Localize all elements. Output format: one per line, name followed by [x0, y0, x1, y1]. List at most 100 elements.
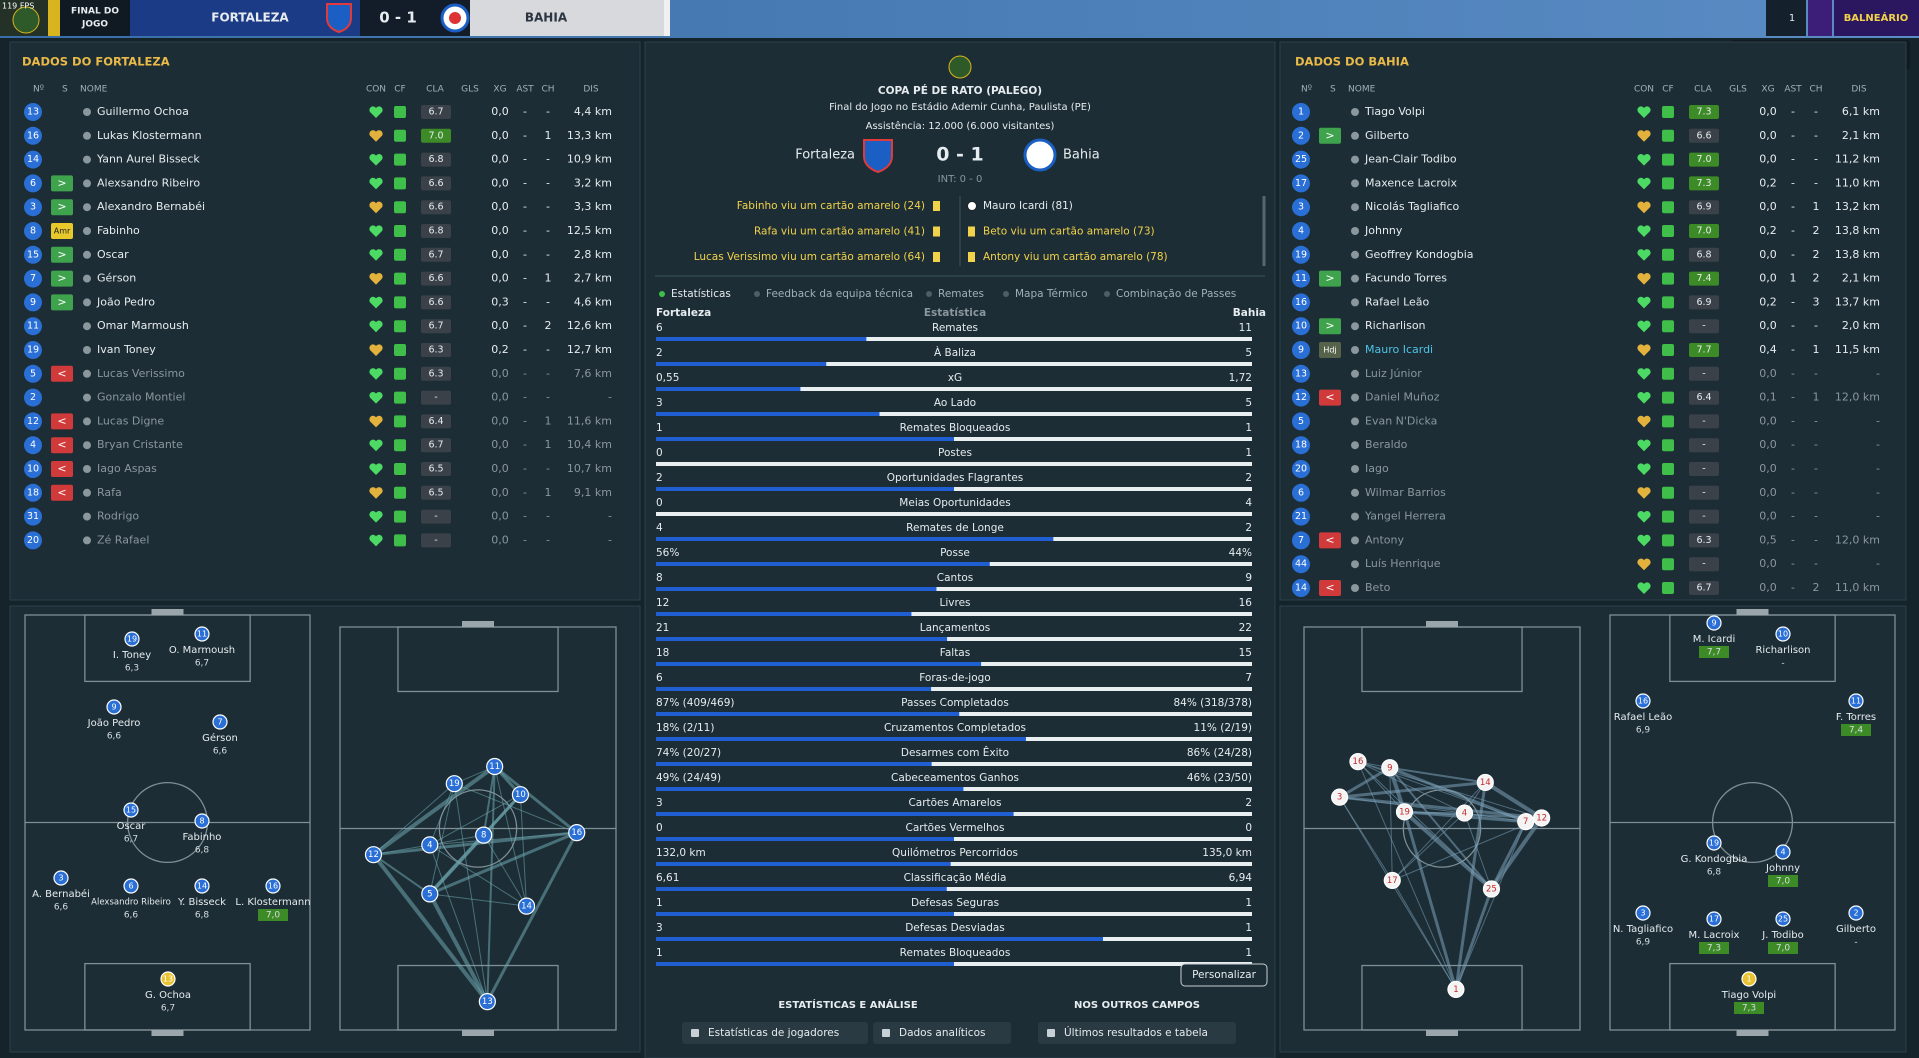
club-badge	[12, 6, 40, 34]
player-name: Jean-Clair Todibo	[1364, 153, 1457, 166]
marker-rating: 6,9	[1636, 938, 1651, 948]
stat-home: 6,61	[656, 872, 679, 884]
tab[interactable]: Remates	[938, 288, 984, 300]
assists: -	[1791, 510, 1795, 523]
player-marker	[123, 878, 139, 894]
event: Fabinho viu um cartão amarelo (24)	[737, 200, 925, 212]
pass-node	[511, 786, 530, 804]
chances: -	[1814, 533, 1818, 546]
pass-link	[519, 794, 528, 907]
pass-link	[1391, 782, 1486, 881]
player-marker	[194, 813, 210, 829]
column-header: GLS	[1729, 85, 1747, 95]
continue-button[interactable]	[1834, 0, 1919, 36]
marker-number: 2	[1853, 909, 1858, 918]
shirt-number-badge	[1292, 293, 1310, 312]
tab[interactable]: Feedback da equipa técnica	[766, 288, 913, 300]
rating: 6.6	[428, 273, 443, 284]
marker-name: João Pedro	[87, 718, 141, 729]
fitness-icon	[394, 296, 406, 309]
dropdown[interactable]	[1808, 0, 1832, 36]
stat-home: 132,0 km	[656, 847, 706, 859]
player-marker	[194, 878, 210, 894]
distance: 13,2 km	[1835, 200, 1880, 213]
assists: -	[1791, 438, 1795, 451]
away-strip	[470, 0, 670, 36]
pass-node	[421, 836, 439, 854]
pass-node	[1331, 788, 1349, 806]
assists: -	[1791, 319, 1795, 332]
rating-box	[1689, 295, 1719, 310]
condition-icon	[1637, 201, 1651, 214]
customize-button[interactable]	[1180, 963, 1268, 987]
pass-node	[1383, 871, 1401, 890]
marker-number: 3	[58, 874, 63, 883]
footer-button[interactable]	[682, 1022, 868, 1044]
status-badge-label: <	[1325, 533, 1334, 546]
marker-rating-bg	[1768, 942, 1798, 954]
pass-node	[486, 757, 504, 776]
rating-box	[421, 200, 451, 215]
marker-name: Gérson	[202, 732, 238, 744]
distance: -	[608, 533, 612, 546]
shirt-number-badge	[24, 412, 42, 431]
rating: 7.7	[1696, 345, 1711, 356]
stat-away: 86% (24/28)	[1187, 747, 1252, 759]
footer-button[interactable]	[873, 1022, 1011, 1044]
condition-icon	[1637, 582, 1651, 594]
footer-button[interactable]	[1038, 1022, 1236, 1044]
player-name: Beraldo	[1365, 438, 1408, 451]
stat-away: 2	[1245, 797, 1252, 809]
status-bg	[60, 0, 130, 36]
rating-box	[1689, 271, 1719, 286]
stat-away: 1	[1245, 447, 1252, 459]
tab[interactable]: Mapa Térmico	[1015, 288, 1088, 300]
stat-home: 2	[656, 472, 663, 484]
shirt-number: 16	[1295, 297, 1307, 308]
away-crest	[1023, 138, 1057, 172]
chances: -	[1814, 486, 1818, 499]
column-header: Nº	[1301, 85, 1312, 95]
shirt-number-badge	[24, 222, 42, 240]
stat-away: 11	[1239, 322, 1252, 334]
player-name: Lucas Digne	[97, 414, 164, 427]
pass-node-number: 3	[1337, 793, 1342, 803]
assists: -	[523, 295, 527, 308]
distance: 12,6 km	[567, 319, 612, 332]
tab[interactable]: Combinação de Passes	[1116, 288, 1236, 300]
condition-icon	[1637, 368, 1651, 380]
player-name: Rodrigo	[97, 510, 139, 523]
player-name: João Pedro	[96, 295, 155, 308]
fitness-icon	[1662, 177, 1674, 190]
chances: 2	[545, 319, 552, 332]
player-name: Rafael Leão	[1365, 295, 1430, 308]
rating-box	[421, 462, 451, 476]
person-icon	[83, 441, 91, 450]
xg: 0,0	[1759, 367, 1777, 380]
xg: 0,0	[1759, 319, 1777, 332]
xg: 0,0	[491, 272, 509, 285]
home-team: FORTALEZA	[211, 11, 289, 25]
person-icon	[1351, 584, 1359, 592]
person-icon	[1351, 179, 1359, 188]
stat-home: 1	[656, 897, 663, 909]
marker-rating: 6,6	[213, 747, 228, 757]
pass-link	[1403, 811, 1458, 990]
chances: -	[1814, 438, 1818, 451]
stat-name: Cantos	[937, 572, 973, 584]
player-marker	[1706, 615, 1722, 631]
rating: 6.7	[428, 249, 443, 260]
stat-bar-home	[656, 887, 947, 891]
stat-bar-home	[656, 787, 964, 791]
xg: 0,3	[491, 295, 509, 308]
rating: 6.3	[1696, 535, 1711, 546]
stat-bar-away	[656, 512, 1252, 516]
marker-number: 10	[1778, 630, 1788, 639]
person-icon	[1351, 346, 1359, 354]
player-name: Gonzalo Montiel	[97, 391, 185, 404]
rating-box	[1689, 319, 1719, 334]
tab[interactable]: Estatísticas	[671, 288, 731, 300]
assists: -	[1791, 462, 1795, 475]
xg: 0,0	[1759, 248, 1777, 261]
shirt-number-badge	[24, 293, 42, 312]
